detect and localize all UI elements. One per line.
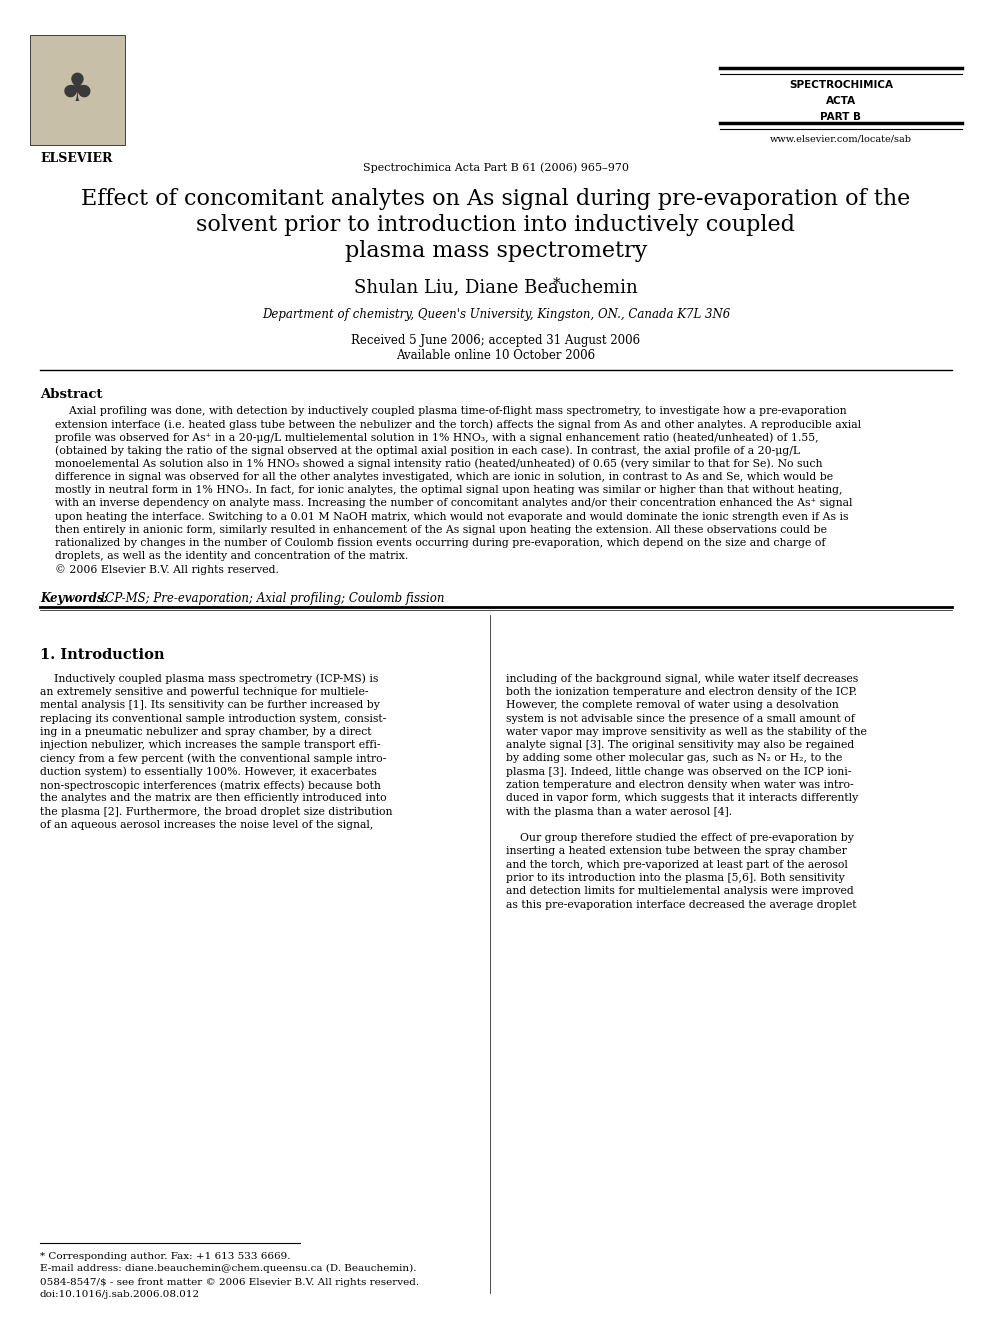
Text: 0584-8547/$ - see front matter © 2006 Elsevier B.V. All rights reserved.: 0584-8547/$ - see front matter © 2006 El… [40, 1278, 420, 1287]
Text: inserting a heated extension tube between the spray chamber: inserting a heated extension tube betwee… [506, 847, 847, 856]
Text: by adding some other molecular gas, such as N₂ or H₂, to the: by adding some other molecular gas, such… [506, 753, 842, 763]
Text: Keywords:: Keywords: [40, 591, 108, 605]
Text: with the plasma than a water aerosol [4].: with the plasma than a water aerosol [4]… [506, 807, 732, 816]
Text: Spectrochimica Acta Part B 61 (2006) 965–970: Spectrochimica Acta Part B 61 (2006) 965… [363, 161, 629, 172]
Text: and the torch, which pre-vaporized at least part of the aerosol: and the torch, which pre-vaporized at le… [506, 860, 848, 869]
Text: Abstract: Abstract [40, 388, 102, 401]
Text: www.elsevier.com/locate/sab: www.elsevier.com/locate/sab [770, 135, 912, 144]
Text: PART B: PART B [820, 112, 861, 122]
Text: © 2006 Elsevier B.V. All rights reserved.: © 2006 Elsevier B.V. All rights reserved… [55, 565, 279, 576]
Text: ICP-MS; Pre-evaporation; Axial profiling; Coulomb fission: ICP-MS; Pre-evaporation; Axial profiling… [97, 591, 444, 605]
Text: ing in a pneumatic nebulizer and spray chamber, by a direct: ing in a pneumatic nebulizer and spray c… [40, 726, 371, 737]
Text: solvent prior to introduction into inductively coupled: solvent prior to introduction into induc… [196, 214, 796, 235]
Text: water vapor may improve sensitivity as well as the stability of the: water vapor may improve sensitivity as w… [506, 726, 867, 737]
Text: including of the background signal, while water itself decreases: including of the background signal, whil… [506, 673, 858, 684]
Text: Effect of concomitant analytes on As signal during pre-evaporation of the: Effect of concomitant analytes on As sig… [81, 188, 911, 210]
Text: zation temperature and electron density when water was intro-: zation temperature and electron density … [506, 781, 854, 790]
Text: upon heating the interface. Switching to a 0.01 M NaOH matrix, which would not e: upon heating the interface. Switching to… [55, 512, 848, 521]
Text: rationalized by changes in the number of Coulomb fission events occurring during: rationalized by changes in the number of… [55, 538, 825, 548]
Text: Inductively coupled plasma mass spectrometry (ICP-MS) is: Inductively coupled plasma mass spectrom… [40, 673, 378, 684]
Text: plasma mass spectrometry: plasma mass spectrometry [345, 239, 647, 262]
Text: as this pre-evaporation interface decreased the average droplet: as this pre-evaporation interface decrea… [506, 900, 856, 910]
Text: non-spectroscopic interferences (matrix effects) because both: non-spectroscopic interferences (matrix … [40, 781, 381, 791]
Text: prior to its introduction into the plasma [5,6]. Both sensitivity: prior to its introduction into the plasm… [506, 873, 845, 882]
Text: droplets, as well as the identity and concentration of the matrix.: droplets, as well as the identity and co… [55, 552, 409, 561]
Text: duction system) to essentially 100%. However, it exacerbates: duction system) to essentially 100%. How… [40, 767, 377, 778]
Text: system is not advisable since the presence of a small amount of: system is not advisable since the presen… [506, 713, 855, 724]
Text: the analytes and the matrix are then efficiently introduced into: the analytes and the matrix are then eff… [40, 794, 387, 803]
Text: difference in signal was observed for all the other analytes investigated, which: difference in signal was observed for al… [55, 472, 833, 482]
Text: profile was observed for As⁺ in a 20-μg/L multielemental solution in 1% HNO₃, wi: profile was observed for As⁺ in a 20-μg/… [55, 433, 818, 443]
Text: mental analysis [1]. Its sensitivity can be further increased by: mental analysis [1]. Its sensitivity can… [40, 700, 380, 710]
Text: extension interface (i.e. heated glass tube between the nebulizer and the torch): extension interface (i.e. heated glass t… [55, 419, 861, 430]
Text: Received 5 June 2006; accepted 31 August 2006: Received 5 June 2006; accepted 31 August… [351, 333, 641, 347]
Text: Available online 10 October 2006: Available online 10 October 2006 [397, 349, 595, 363]
Text: duced in vapor form, which suggests that it interacts differently: duced in vapor form, which suggests that… [506, 794, 858, 803]
Text: monoelemental As solution also in 1% HNO₃ showed a signal intensity ratio (heate: monoelemental As solution also in 1% HNO… [55, 459, 822, 470]
Text: * Corresponding author. Fax: +1 613 533 6669.: * Corresponding author. Fax: +1 613 533 … [40, 1252, 291, 1261]
Text: an extremely sensitive and powerful technique for multiele-: an extremely sensitive and powerful tech… [40, 687, 368, 697]
Text: SPECTROCHIMICA: SPECTROCHIMICA [789, 79, 893, 90]
Text: mostly in neutral form in 1% HNO₃. In fact, for ionic analytes, the optimal sign: mostly in neutral form in 1% HNO₃. In fa… [55, 486, 842, 495]
Text: and detection limits for multielemental analysis were improved: and detection limits for multielemental … [506, 886, 854, 897]
Text: doi:10.1016/j.sab.2006.08.012: doi:10.1016/j.sab.2006.08.012 [40, 1290, 200, 1299]
Text: E-mail address: diane.beauchemin@chem.queensu.ca (D. Beauchemin).: E-mail address: diane.beauchemin@chem.qu… [40, 1263, 417, 1273]
Bar [30, 34, 125, 146]
Text: of an aqueous aerosol increases the noise level of the signal,: of an aqueous aerosol increases the nois… [40, 820, 373, 830]
Text: Our group therefore studied the effect of pre-evaporation by: Our group therefore studied the effect o… [506, 833, 854, 843]
Text: *: * [553, 277, 560, 291]
Text: ELSEVIER: ELSEVIER [41, 152, 113, 165]
Text: analyte signal [3]. The original sensitivity may also be regained: analyte signal [3]. The original sensiti… [506, 740, 854, 750]
Text: Axial profiling was done, with detection by inductively coupled plasma time-of-f: Axial profiling was done, with detection… [55, 406, 846, 415]
Text: ciency from a few percent (with the conventional sample intro-: ciency from a few percent (with the conv… [40, 753, 386, 763]
Text: replacing its conventional sample introduction system, consist-: replacing its conventional sample introd… [40, 713, 386, 724]
Text: Shulan Liu, Diane Beauchemin: Shulan Liu, Diane Beauchemin [354, 278, 638, 296]
Text: 1. Introduction: 1. Introduction [40, 647, 165, 662]
Text: (obtained by taking the ratio of the signal observed at the optimal axial positi: (obtained by taking the ratio of the sig… [55, 446, 801, 456]
Text: with an inverse dependency on analyte mass. Increasing the number of concomitant: with an inverse dependency on analyte ma… [55, 499, 852, 508]
Text: the plasma [2]. Furthermore, the broad droplet size distribution: the plasma [2]. Furthermore, the broad d… [40, 807, 393, 816]
Text: then entirely in anionic form, similarly resulted in enhancement of the As signa: then entirely in anionic form, similarly… [55, 525, 827, 534]
Text: injection nebulizer, which increases the sample transport effi-: injection nebulizer, which increases the… [40, 740, 381, 750]
Text: However, the complete removal of water using a desolvation: However, the complete removal of water u… [506, 700, 839, 710]
Text: ACTA: ACTA [826, 97, 856, 106]
Text: ♣: ♣ [60, 71, 94, 108]
Text: both the ionization temperature and electron density of the ICP.: both the ionization temperature and elec… [506, 687, 857, 697]
Text: plasma [3]. Indeed, little change was observed on the ICP ioni-: plasma [3]. Indeed, little change was ob… [506, 767, 851, 777]
Text: Department of chemistry, Queen's University, Kingston, ON., Canada K7L 3N6: Department of chemistry, Queen's Univers… [262, 308, 730, 321]
